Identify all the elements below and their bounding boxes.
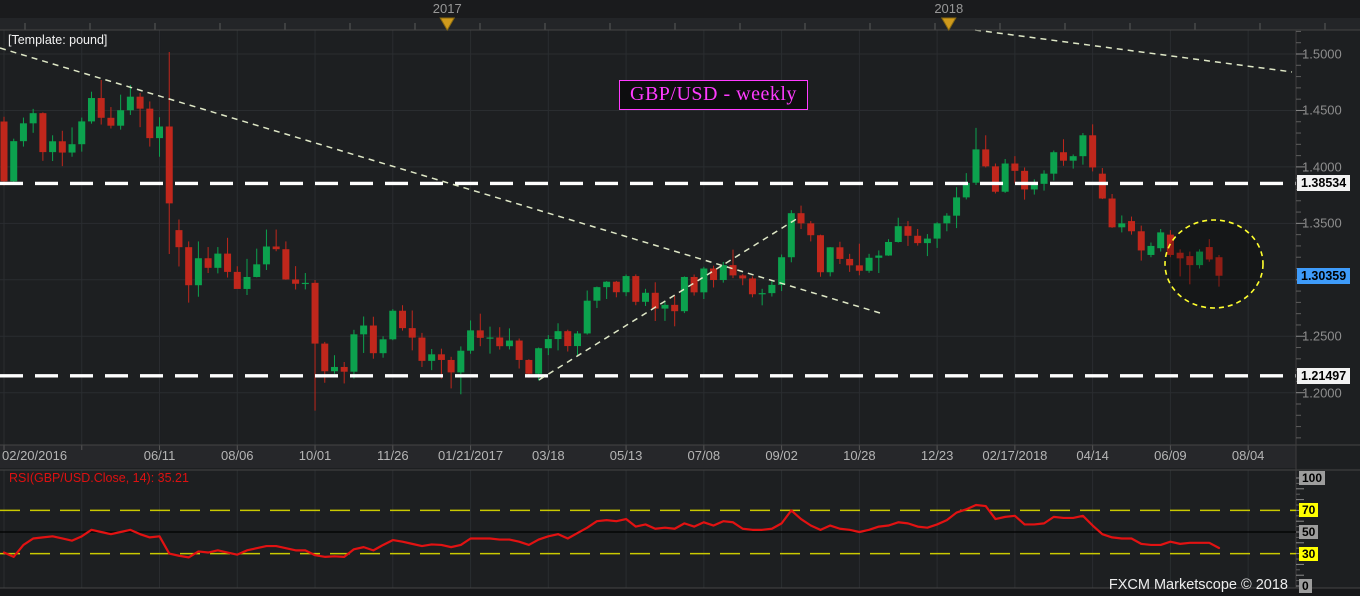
price-axis-label: 1.2000	[1302, 385, 1342, 401]
rsi-axis-label: 50	[1299, 525, 1319, 539]
price-axis-label: 1.5000	[1302, 46, 1342, 62]
rsi-line[interactable]	[2, 503, 1221, 559]
x-axis-label: 03/18	[532, 448, 565, 463]
resistance-level-chip: 1.38534	[1297, 175, 1351, 192]
bottom-margin	[0, 588, 1360, 596]
top-margin	[0, 0, 1360, 18]
x-axis-label: 02/17/2018	[982, 448, 1048, 463]
x-axis-label: 08/06	[220, 448, 254, 463]
rsi-axis-label: 100	[1299, 471, 1326, 485]
x-axis-label: 06/09	[1154, 448, 1187, 463]
chart-background	[0, 30, 1360, 588]
x-axis-label: 10/28	[843, 448, 876, 463]
year-marker-icon	[940, 17, 957, 31]
template-label: [Template: pound]	[8, 33, 108, 47]
chart-title-text: GBP/USD - weekly	[630, 83, 797, 105]
price-axis-label: 1.4500	[1302, 102, 1342, 118]
support-level-chip: 1.21497	[1297, 367, 1351, 384]
x-axis-label: 12/23	[920, 448, 954, 463]
x-axis-label: 05/13	[609, 448, 643, 463]
year-label-2017: 2017	[432, 1, 462, 16]
ascending-trendline[interactable]	[538, 217, 799, 381]
price-axis-label: 1.3500	[1302, 215, 1342, 231]
rsi-axis-label: 0	[1299, 579, 1312, 593]
x-axis-label: 10/01	[298, 448, 332, 463]
x-axis-label: 08/04	[1231, 448, 1265, 463]
x-axis-label: 06/11	[143, 448, 176, 463]
rsi-indicator-label: RSI(GBP/USD.Close, 14): 35.21	[9, 471, 189, 485]
rsi-axis-label: 30	[1299, 546, 1319, 561]
x-axis-label: 09/02	[765, 448, 798, 463]
candlestick-series[interactable]	[0, 51, 1223, 411]
x-axis-label: 07/08	[687, 448, 721, 463]
watermark: FXCM Marketscope © 2018	[1108, 577, 1288, 593]
price-axis-label: 1.4000	[1302, 159, 1342, 175]
x-axis-label: 02/20/2016	[2, 448, 68, 463]
highlight-circle[interactable]	[1164, 219, 1264, 309]
x-axis-label: 11/26	[377, 448, 409, 463]
price-axis-label: 1.2500	[1302, 328, 1342, 344]
rsi-axis-label: 70	[1299, 503, 1319, 518]
chart-title[interactable]: GBP/USD - weekly	[619, 80, 808, 110]
year-label-2018: 2018	[934, 1, 964, 16]
x-axis-label: 01/21/2017	[438, 448, 504, 463]
timeline-ruler[interactable]	[0, 18, 1360, 30]
x-axis-label: 04/14	[1076, 448, 1109, 463]
time-axis-strip	[0, 445, 1296, 468]
current-price-chip: 1.30359	[1297, 267, 1351, 284]
upper-downtrend-line[interactable]	[974, 29, 1293, 73]
year-marker-icon	[439, 17, 456, 31]
